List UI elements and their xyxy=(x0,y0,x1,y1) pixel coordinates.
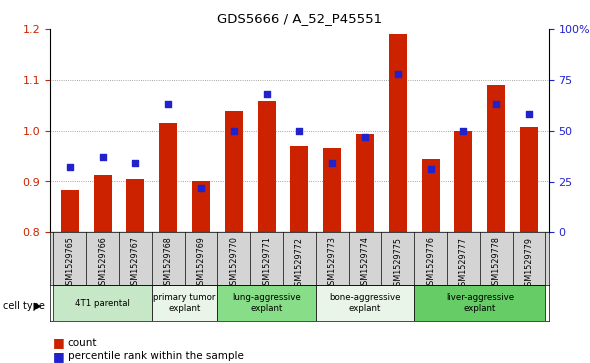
Bar xyxy=(316,285,414,321)
Text: lung-aggressive
explant: lung-aggressive explant xyxy=(232,293,301,313)
Bar xyxy=(225,111,243,232)
Point xyxy=(393,71,402,77)
Text: GSM1529773: GSM1529773 xyxy=(327,237,337,290)
Text: GSM1529765: GSM1529765 xyxy=(65,237,74,290)
Text: bone-aggressive
explant: bone-aggressive explant xyxy=(329,293,401,313)
Bar xyxy=(520,127,538,232)
Point xyxy=(525,111,534,117)
Text: ■: ■ xyxy=(53,350,65,363)
Point xyxy=(360,134,370,140)
Text: GSM1529774: GSM1529774 xyxy=(360,237,369,290)
Bar xyxy=(356,134,374,232)
Point xyxy=(458,128,468,134)
Bar xyxy=(192,181,210,232)
Point xyxy=(426,166,435,172)
Bar xyxy=(487,85,505,232)
Bar xyxy=(94,175,112,232)
Text: GSM1529767: GSM1529767 xyxy=(131,237,140,290)
Text: 4T1 parental: 4T1 parental xyxy=(75,299,130,307)
Text: ■: ■ xyxy=(53,337,65,350)
Point xyxy=(65,164,74,170)
Text: GSM1529770: GSM1529770 xyxy=(230,237,238,290)
Text: GSM1529777: GSM1529777 xyxy=(459,237,468,290)
Bar xyxy=(218,285,316,321)
Bar xyxy=(61,189,79,232)
Title: GDS5666 / A_52_P45551: GDS5666 / A_52_P45551 xyxy=(217,12,382,25)
Point xyxy=(229,128,238,134)
Bar xyxy=(290,146,309,232)
Bar xyxy=(258,101,276,232)
Bar xyxy=(414,285,545,321)
Bar xyxy=(54,285,152,321)
Point xyxy=(196,185,206,191)
Text: GSM1529772: GSM1529772 xyxy=(295,237,304,290)
Text: liver-aggressive
explant: liver-aggressive explant xyxy=(446,293,514,313)
Text: GSM1529768: GSM1529768 xyxy=(164,237,173,290)
Text: GSM1529775: GSM1529775 xyxy=(394,237,402,290)
Text: cell type: cell type xyxy=(3,301,45,311)
Text: GSM1529771: GSM1529771 xyxy=(262,237,271,290)
Text: GSM1529778: GSM1529778 xyxy=(491,237,501,290)
Bar xyxy=(159,123,177,232)
Text: primary tumor
explant: primary tumor explant xyxy=(153,293,216,313)
Bar xyxy=(152,285,218,321)
Point xyxy=(163,101,173,107)
Bar xyxy=(454,131,473,232)
Point xyxy=(294,128,304,134)
Point xyxy=(98,154,107,160)
Text: GSM1529766: GSM1529766 xyxy=(98,237,107,290)
Text: GSM1529776: GSM1529776 xyxy=(426,237,435,290)
Text: count: count xyxy=(68,338,97,348)
Point xyxy=(491,101,501,107)
Text: ▶: ▶ xyxy=(34,301,42,311)
Bar xyxy=(422,159,440,232)
Text: GSM1529779: GSM1529779 xyxy=(525,237,533,290)
Text: GSM1529769: GSM1529769 xyxy=(196,237,205,290)
Point xyxy=(131,160,140,166)
Point xyxy=(327,160,337,166)
Text: percentile rank within the sample: percentile rank within the sample xyxy=(68,351,244,362)
Bar xyxy=(389,34,407,232)
Point xyxy=(262,91,271,97)
Bar xyxy=(323,148,341,232)
Bar xyxy=(126,179,145,232)
